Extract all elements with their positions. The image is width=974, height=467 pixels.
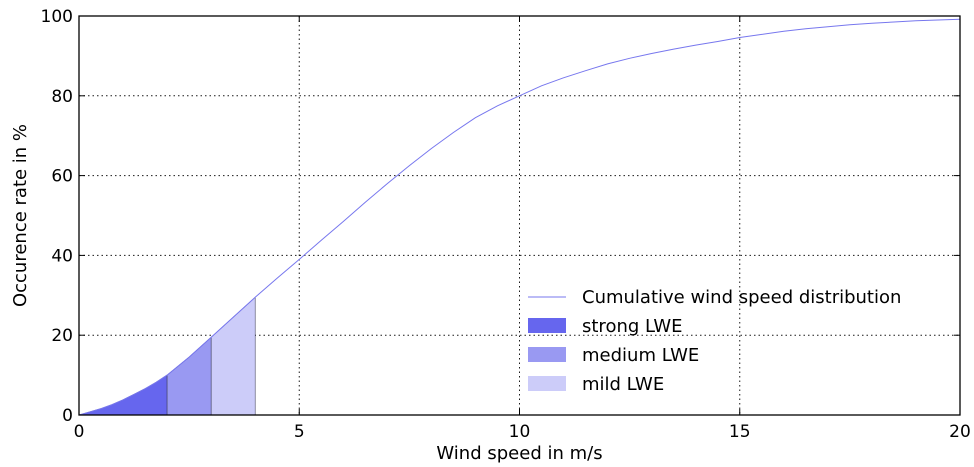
legend-swatch-strong-lwe [528,318,566,333]
legend-swatch-mild-lwe [528,376,566,391]
y-tick-label: 20 [51,326,73,346]
legend: Cumulative wind speed distribution strong… [528,287,901,395]
y-axis-label: Occurence rate in % [10,124,31,307]
legend-swatch-medium-lwe [528,347,566,362]
grid [79,16,960,415]
y-tick-labels: 0 20 40 60 80 100 [41,7,73,426]
ticks [78,15,961,416]
legend-label: Cumulative wind speed distribution [582,287,901,308]
fill-mild-lwe [210,296,256,416]
fill-areas [78,296,256,416]
y-tick-label: 40 [51,246,73,266]
y-tick-label: 100 [41,7,73,27]
fill-strong-lwe [78,374,168,416]
legend-label: mild LWE [582,374,664,395]
x-axis-label: Wind speed in m/s [436,443,602,464]
x-tick-label: 10 [509,422,531,442]
fill-medium-lwe [166,336,212,416]
series-line-cumulative [78,18,961,416]
x-tick-label: 5 [294,422,305,442]
x-tick-label: 20 [949,422,971,442]
x-tick-label: 0 [74,422,85,442]
x-tick-label: 15 [729,422,751,442]
legend-label: medium LWE [582,345,699,366]
y-tick-label: 0 [62,406,73,426]
y-tick-label: 60 [51,167,73,187]
y-tick-label: 80 [51,87,73,107]
x-tick-labels: 0 5 10 15 20 [74,422,971,442]
legend-label: strong LWE [582,316,683,337]
